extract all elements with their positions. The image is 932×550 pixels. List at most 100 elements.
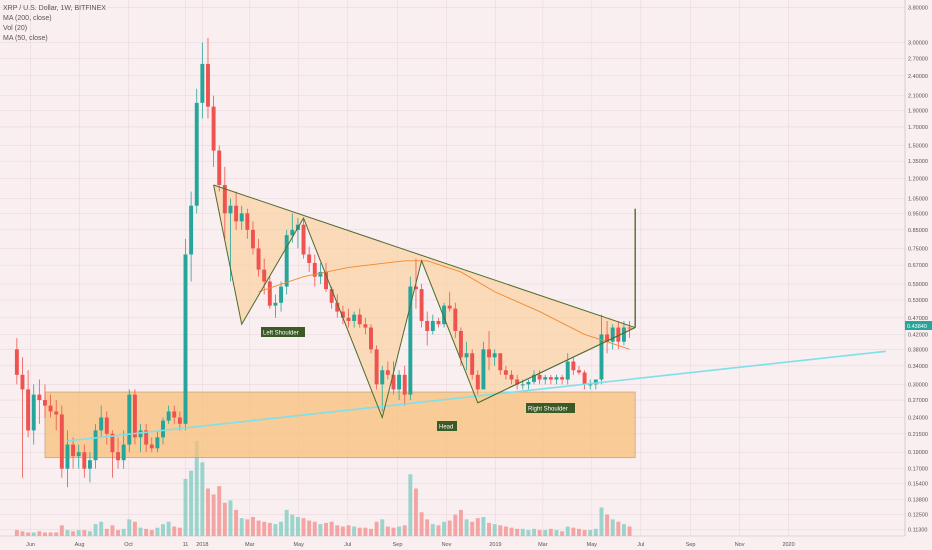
right-shoulder-label: Right Shoulder <box>526 403 575 413</box>
candle-body <box>54 411 59 415</box>
volume-bar <box>402 525 407 536</box>
volume-bar <box>138 527 143 536</box>
volume-bar <box>172 526 177 536</box>
legend: XRP / U.S. Dollar, 1W, BITFINEX MA (200,… <box>3 5 106 42</box>
price-tick-label: 1.05000 <box>908 196 928 202</box>
volume-bar <box>458 509 463 536</box>
candle-body <box>571 361 576 371</box>
candle-body <box>59 414 64 469</box>
candle-body <box>577 370 581 373</box>
volume-bar <box>571 527 576 536</box>
candle-body <box>267 281 272 306</box>
price-tick-label: 0.17000 <box>908 467 928 473</box>
candle-body <box>71 444 76 457</box>
candle-body <box>228 205 233 214</box>
volume-bar <box>453 514 458 536</box>
volume-bar <box>430 524 435 536</box>
candle-body <box>554 377 559 380</box>
candle-body <box>155 437 160 449</box>
volume-bar <box>565 526 570 536</box>
time-tick-label: 2018 <box>196 542 208 548</box>
candle-body <box>509 374 514 380</box>
candles <box>14 37 632 488</box>
price-tick-label: 0.59000 <box>908 282 928 288</box>
candle-body <box>430 320 435 331</box>
volume-bar <box>194 441 199 536</box>
volume-bar <box>374 521 379 536</box>
candle-body <box>166 411 171 421</box>
head-and-shoulders-pattern <box>213 184 636 418</box>
volume-bar <box>627 526 632 536</box>
candle-body <box>470 353 475 375</box>
volume-bar <box>324 522 328 536</box>
legend-ma50[interactable]: MA (50, close) <box>3 35 48 42</box>
volume-bar <box>262 521 267 536</box>
volume-bar <box>48 532 53 536</box>
price-tick-label: 0.21500 <box>908 432 928 438</box>
candle-body <box>526 381 531 385</box>
time-axis[interactable]: Jun Aug Oct 11 2018 Mar May Jul Sep Nov 2019 Mar May… <box>0 535 932 550</box>
volume-bar <box>369 528 373 536</box>
legend-vol[interactable]: Vol (20) <box>3 25 27 32</box>
candle-body <box>532 374 536 382</box>
support-zone <box>44 391 636 459</box>
candle-body <box>363 324 368 328</box>
candle-body <box>93 430 98 461</box>
candle-body <box>436 320 441 325</box>
volume-bar <box>14 530 19 536</box>
candle-body <box>458 330 463 358</box>
volume-bar <box>498 525 503 536</box>
time-tick-label: Jul <box>344 542 351 548</box>
price-tick-label: 1.50000 <box>908 144 928 150</box>
pattern-fill <box>213 184 636 418</box>
candle-body <box>206 63 210 107</box>
candle-body <box>352 314 357 321</box>
time-tick-label: Oct <box>124 542 133 548</box>
volume-bar <box>605 514 610 536</box>
right-shoulder-text: Right Shoulder <box>528 407 568 413</box>
volume-bar <box>363 527 368 536</box>
candle-body <box>31 394 36 431</box>
volume-bar <box>43 532 47 536</box>
time-tick-label: Jun <box>26 542 35 548</box>
candle-body <box>110 433 115 453</box>
candle-body <box>498 353 503 371</box>
volume-bar <box>206 488 210 536</box>
volume-bar <box>200 462 205 536</box>
volume-bar <box>475 518 480 536</box>
candle-body <box>425 320 430 331</box>
price-tick-label: 0.75000 <box>908 246 928 252</box>
candle-body <box>537 374 542 380</box>
volume-bar <box>161 524 165 536</box>
volume-bar <box>307 520 312 536</box>
candle-body <box>189 205 194 255</box>
candle-body <box>324 271 328 290</box>
volume-bar <box>543 530 548 536</box>
price-tick-label: 0.42000 <box>908 332 928 338</box>
volume-bar <box>144 528 149 536</box>
price-tick-label: 0.12500 <box>908 512 928 518</box>
volume-bar <box>318 524 323 536</box>
candle-body <box>621 327 626 342</box>
candle-body <box>442 305 447 325</box>
time-tick-label: Jul <box>637 542 644 548</box>
volume-bar <box>273 524 278 536</box>
volume-bar <box>548 528 553 536</box>
legend-ma200[interactable]: MA (200, close) <box>3 15 52 22</box>
candle-body <box>290 229 295 236</box>
candle-body <box>492 353 497 358</box>
time-tick-label: 2019 <box>489 542 501 548</box>
price-axis[interactable]: 3.80000 3.00000 2.70000 2.40000 2.10000 1.900… <box>904 0 932 550</box>
candle-body <box>149 444 154 449</box>
candle-body <box>183 254 188 424</box>
trendline <box>67 350 886 442</box>
volume-bar <box>76 530 81 536</box>
candle-body <box>256 248 261 270</box>
volume-bar <box>127 519 132 536</box>
time-tick-label: Nov <box>442 542 452 548</box>
price-tick-label: 2.70000 <box>908 56 928 62</box>
volume-bar <box>335 525 340 536</box>
volume-bar <box>290 514 295 536</box>
legend-title[interactable]: XRP / U.S. Dollar, 1W, BITFINEX <box>3 5 106 12</box>
